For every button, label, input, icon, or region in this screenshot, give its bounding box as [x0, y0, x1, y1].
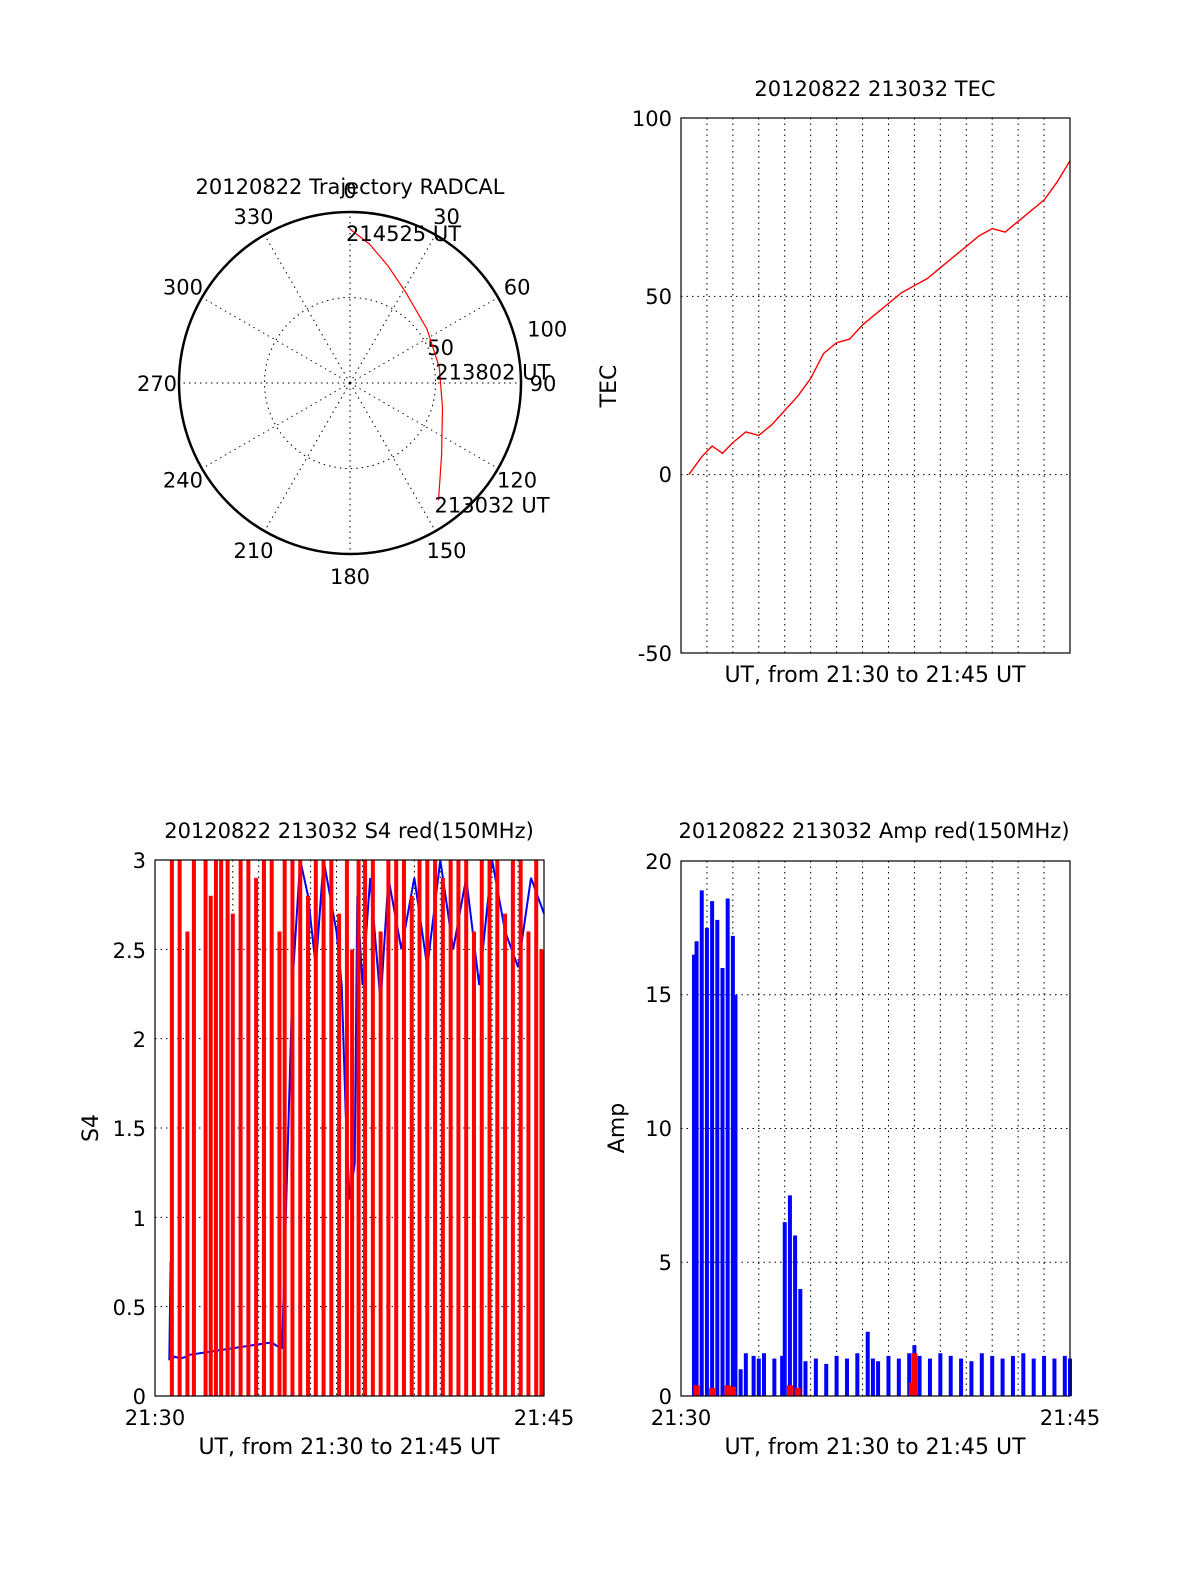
s4-ytick-2.5: 2.5	[113, 939, 146, 963]
polar-title: 20120822 Trajectory RADCAL	[196, 175, 505, 199]
s4-ytick-3: 3	[133, 849, 146, 873]
tec-x-axis-label: UT, from 21:30 to 21:45 UT	[724, 663, 1026, 688]
amp-xtick-end: 21:45	[1040, 1406, 1101, 1430]
amp-title: 20120822 213032 Amp red(150MHz)	[678, 819, 1069, 843]
s4-x-axis-label: UT, from 21:30 to 21:45 UT	[198, 1435, 500, 1460]
amp-x-axis-label: UT, from 21:30 to 21:45 UT	[724, 1435, 1026, 1460]
polar-angle-label-60: 60	[504, 276, 531, 300]
polar-angle-label-0: 0	[343, 179, 356, 203]
polar-grid-spoke-120	[349, 382, 499, 469]
tec-panel: 20120822 213032 TEC 100 50 0 -50 UT, fro…	[597, 77, 1071, 688]
s4-xtick-start: 21:30	[125, 1406, 186, 1430]
s4-plot-frame	[154, 859, 545, 1397]
amp-grid	[681, 861, 1070, 1396]
polar-series-layer	[349, 228, 444, 501]
polar-angle-label-150: 150	[426, 539, 466, 563]
polar-grid-spoke-210	[264, 382, 351, 532]
s4-y-axis-label: S4	[79, 1114, 104, 1142]
polar-angle-label-240: 240	[163, 469, 203, 493]
amp-plot-frame	[680, 860, 1071, 1397]
s4-ytick-0.5: 0.5	[113, 1296, 146, 1320]
tec-series-layer	[688, 160, 1071, 476]
polar-trajectory-panel: 20120822 Trajectory RADCAL 50 100 0 30 6…	[137, 175, 567, 589]
s4-title: 20120822 213032 S4 red(150MHz)	[164, 819, 534, 843]
amp-ytick-10: 10	[645, 1117, 672, 1141]
amp-ytick-20: 20	[645, 850, 672, 874]
polar-outer-circle	[177, 210, 523, 556]
s4-ytick-2: 2	[133, 1028, 146, 1052]
s4-ytick-1: 1	[133, 1207, 146, 1231]
amp-xtick-start: 21:30	[651, 1406, 712, 1430]
tec-ytick-50: 50	[645, 285, 672, 309]
tec-y-axis-label: TEC	[597, 365, 622, 409]
trajectory-start-time-label: 213032 UT	[435, 493, 550, 517]
amp-series-layer	[691, 890, 1072, 1396]
polar-angle-label-270: 270	[137, 372, 177, 396]
s4-grid	[155, 860, 544, 1396]
amp-ytick-15: 15	[645, 983, 672, 1007]
trajectory-end-time-label: 214525 UT	[346, 222, 461, 246]
amp-ytick-5: 5	[659, 1251, 672, 1275]
polar-grid-spoke-150	[349, 382, 436, 532]
tec-title: 20120822 213032 TEC	[754, 77, 995, 101]
amp-panel: 20120822 213032 Amp red(150MHz) 0 5 10 1…	[605, 819, 1100, 1460]
polar-angle-label-90: 90	[530, 372, 557, 396]
amp-y-axis-label: Amp	[605, 1103, 630, 1153]
tec-ytick-0: 0	[659, 463, 672, 487]
polar-radius-label-100: 100	[527, 318, 567, 342]
polar-grid-spoke-240	[201, 382, 351, 469]
polar-angle-label-30: 30	[433, 205, 460, 229]
amp-ytick-0: 0	[659, 1385, 672, 1409]
polar-grid-spoke-300	[201, 297, 351, 384]
trajectory-line	[349, 228, 444, 501]
s4-series-layer	[168, 859, 545, 1396]
polar-angle-label-300: 300	[163, 276, 203, 300]
s4-xtick-end: 21:45	[514, 1406, 575, 1430]
polar-grid-spoke-330	[264, 234, 351, 384]
tec-ytick-neg50: -50	[638, 642, 672, 666]
tec-plot-frame	[680, 117, 1071, 654]
polar-radius-label-50: 50	[427, 336, 454, 360]
polar-angle-label-210: 210	[233, 539, 273, 563]
polar-angle-label-330: 330	[233, 205, 273, 229]
tec-grid	[681, 118, 1070, 653]
polar-grid	[179, 212, 521, 554]
polar-grid-spoke-30	[349, 234, 436, 384]
s4-ytick-0: 0	[133, 1385, 146, 1409]
polar-grid-spoke-60	[349, 297, 499, 384]
polar-angle-label-180: 180	[330, 565, 370, 589]
tec-series-0-line	[688, 160, 1071, 476]
s4-ytick-1.5: 1.5	[113, 1117, 146, 1141]
polar-angle-label-120: 120	[497, 469, 537, 493]
s4-panel: 20120822 213032 S4 red(150MHz) 0 0.5 1 1…	[79, 819, 574, 1460]
polar-grid-circle-50	[264, 297, 436, 469]
trajectory-mid-time-label: 213802 UT	[435, 360, 550, 384]
tec-ytick-100: 100	[632, 107, 672, 131]
